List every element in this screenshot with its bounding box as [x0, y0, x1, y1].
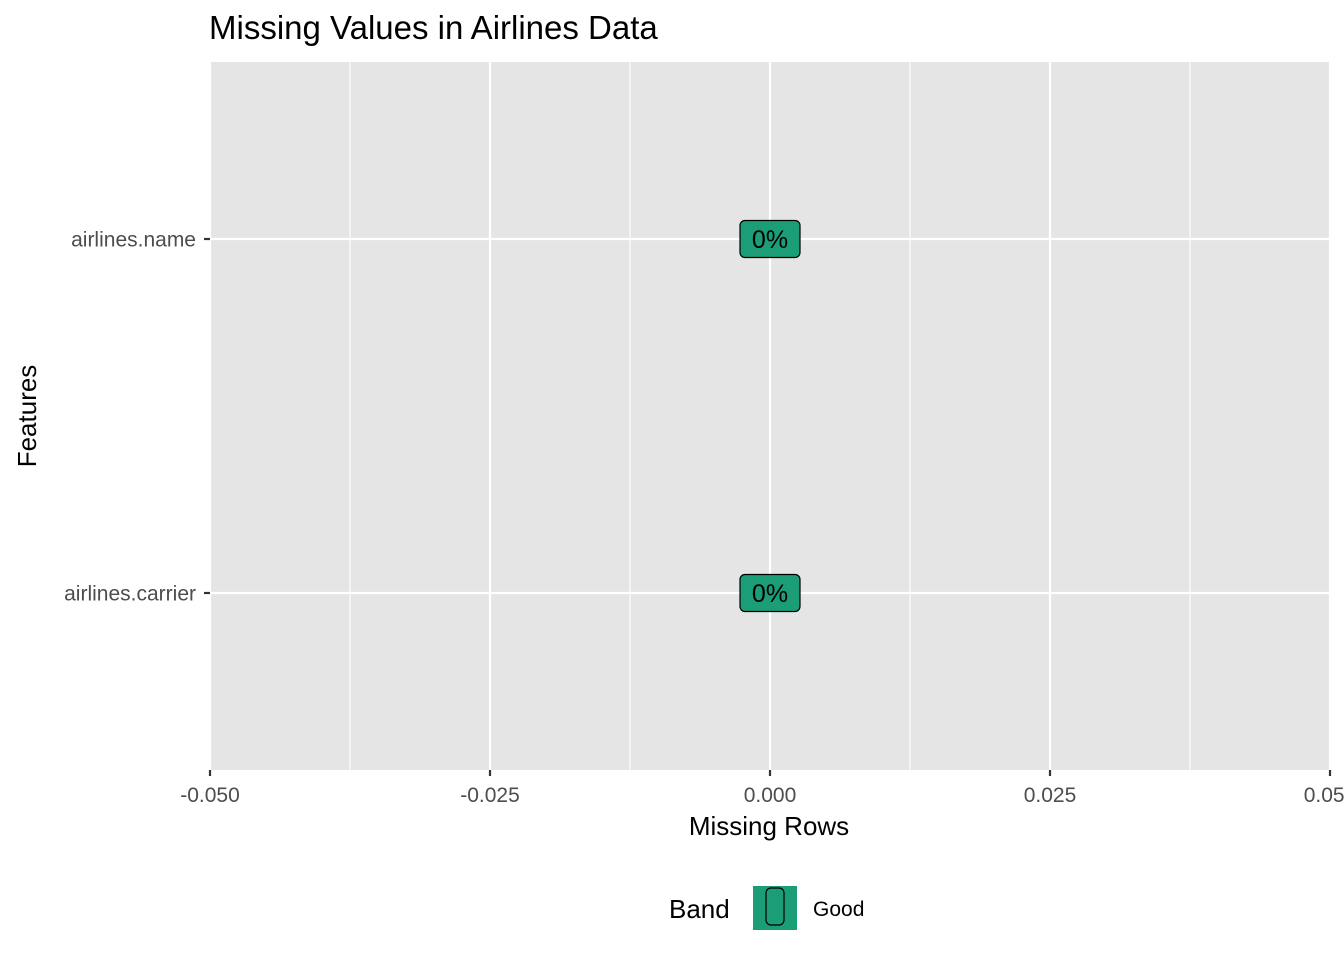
data-label-airlines-carrier: 0%: [739, 573, 801, 613]
x-tick-label: 0.000: [744, 784, 797, 807]
x-tick-label: -0.050: [180, 784, 240, 807]
legend-key-glyph: [765, 887, 785, 926]
data-label-text: 0%: [752, 580, 788, 608]
y-axis-title: Features: [12, 365, 42, 468]
chart-title: Missing Values in Airlines Data: [209, 9, 658, 46]
x-tick-label: 0.050: [1304, 784, 1344, 807]
x-tick-label: -0.025: [460, 784, 520, 807]
legend-label: Good: [813, 898, 864, 921]
x-axis-title: Missing Rows: [689, 811, 849, 841]
legend-title: Band: [669, 894, 730, 924]
data-label-airlines-name: 0%: [739, 219, 801, 259]
y-tick-label: airlines.carrier: [64, 583, 196, 606]
x-tick-label: 0.025: [1024, 784, 1077, 807]
data-labels: 0% 0%: [739, 219, 801, 613]
data-label-box: [739, 573, 801, 613]
y-tick-label: airlines.name: [71, 229, 196, 252]
legend: Band Good: [669, 886, 864, 930]
y-axis: airlines.carrier airlines.name: [64, 229, 210, 606]
x-axis: -0.050 -0.025 0.000 0.025 0.050: [180, 770, 1344, 807]
data-label-text: 0%: [752, 226, 788, 254]
data-label-box: [739, 219, 801, 259]
